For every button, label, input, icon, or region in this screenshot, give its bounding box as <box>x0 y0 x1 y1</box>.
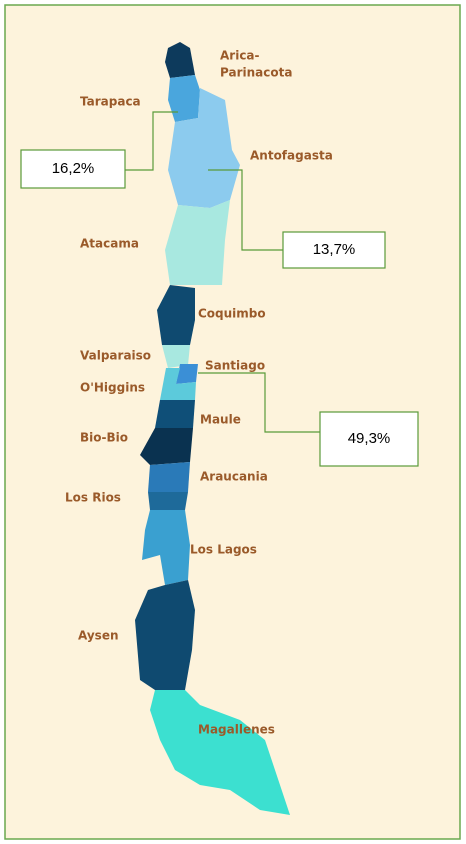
region-label: Arica- <box>220 49 260 63</box>
region-label: O'Higgins <box>80 381 145 395</box>
region-label: Maule <box>200 413 241 427</box>
region-label: Parinacota <box>220 66 292 80</box>
chile-shape <box>135 42 290 815</box>
callout-text: 13,7% <box>313 241 356 258</box>
region-label: Coquimbo <box>198 307 266 321</box>
region-losrios <box>148 492 188 510</box>
region-ohiggins <box>160 368 196 400</box>
region-magallanes <box>150 690 290 815</box>
region-label: Tarapaca <box>80 95 141 109</box>
leaders <box>125 111 320 433</box>
region-label: Aysen <box>78 629 119 643</box>
region-atacama <box>165 200 230 285</box>
callout-text: 49,3% <box>348 430 391 447</box>
region-tarapaca <box>168 75 200 122</box>
region-label: Bio-Bio <box>80 431 128 445</box>
callout-box <box>282 231 386 269</box>
region-label: Los Rios <box>65 491 121 505</box>
region-coquimbo <box>157 285 195 345</box>
region-maule <box>155 400 195 428</box>
callouts: 16,2% 13,7% 49,3% <box>20 149 419 467</box>
region-loslagos <box>142 510 190 585</box>
region-labels: Arica- Parinacota Tarapaca Antofagasta Ataca… <box>65 49 333 737</box>
region-santiago <box>176 364 198 384</box>
leader-line <box>125 111 178 171</box>
region-arica <box>165 42 195 78</box>
region-label: Araucania <box>200 470 268 484</box>
region-antofagasta <box>168 88 240 208</box>
region-biobio <box>140 428 193 465</box>
callout-text: 16,2% <box>52 160 95 177</box>
region-label: Atacama <box>80 237 139 251</box>
region-label: Los Lagos <box>190 543 257 557</box>
region-araucania <box>148 462 190 492</box>
region-label: Valparaiso <box>80 349 151 363</box>
region-label: Santiago <box>205 359 265 373</box>
region-label: Antofagasta <box>250 149 333 163</box>
region-label: Magallenes <box>198 723 275 737</box>
region-aysen <box>135 580 195 690</box>
callout-box <box>319 411 419 467</box>
region-valparaiso <box>162 345 190 368</box>
callout-box <box>20 149 126 189</box>
leader-line <box>198 372 320 433</box>
leader-line <box>208 169 283 251</box>
